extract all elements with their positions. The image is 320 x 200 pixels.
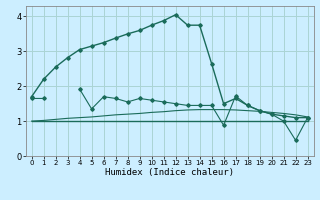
X-axis label: Humidex (Indice chaleur): Humidex (Indice chaleur) <box>105 168 234 177</box>
